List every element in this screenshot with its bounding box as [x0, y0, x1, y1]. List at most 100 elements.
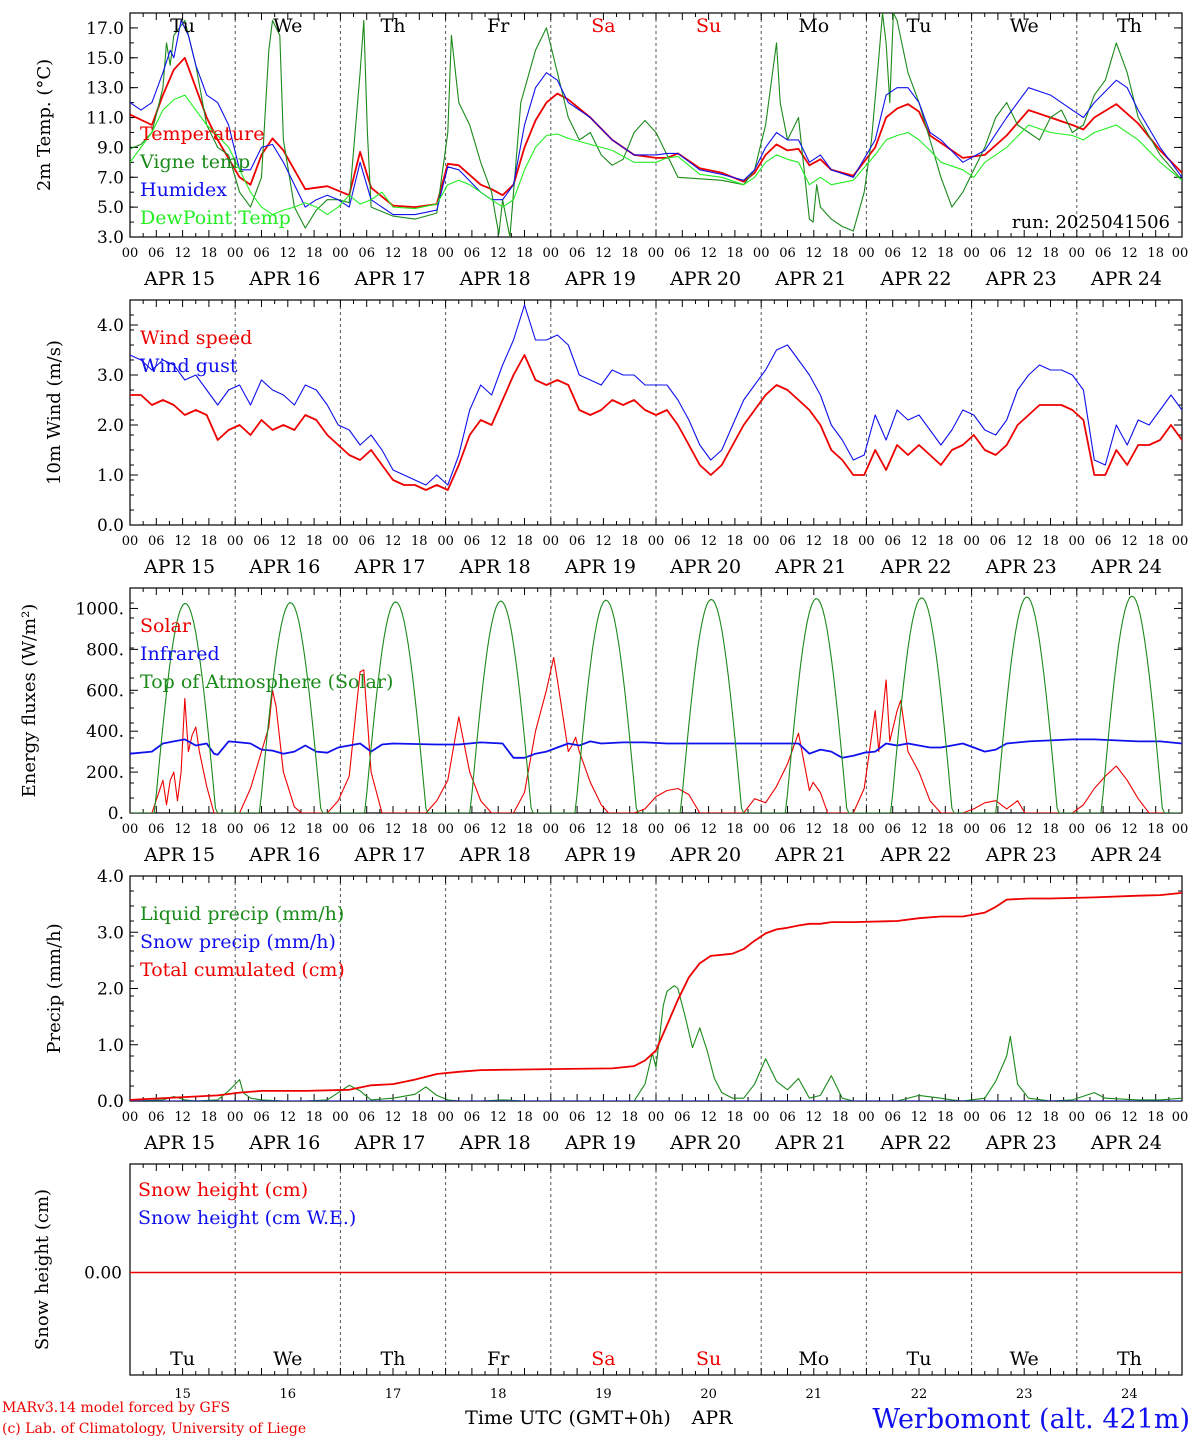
hour-tick-label: 06: [253, 822, 270, 837]
hour-tick-label: 12: [385, 534, 402, 549]
weekday-label: Fr: [487, 15, 510, 37]
hour-tick-label: 12: [280, 1110, 297, 1125]
date-label: APR 22: [879, 268, 951, 290]
series-line-wind-speed: [130, 354, 1182, 491]
hour-tick-label: 00: [437, 246, 454, 261]
date-label: APR 20: [669, 844, 741, 866]
day-number-label: 24: [1121, 1387, 1138, 1402]
hour-tick-label: 18: [306, 534, 323, 549]
y-tick-label: 600.: [86, 681, 124, 701]
hour-tick-label: 00: [1069, 1110, 1086, 1125]
hour-tick-label: 12: [911, 246, 928, 261]
y-tick-label: 3.0: [97, 228, 124, 248]
hour-tick-label: 12: [280, 246, 297, 261]
weekday-label: Su: [696, 1348, 721, 1370]
series-line-top-of-atmosphere-solar: [130, 595, 1182, 813]
day-number-label: 19: [595, 1387, 612, 1402]
hour-tick-label: 00: [122, 534, 139, 549]
day-number-label: 22: [911, 1387, 928, 1402]
hour-tick-label: 06: [990, 822, 1007, 837]
hour-tick-label: 12: [806, 534, 823, 549]
hour-tick-label: 00: [543, 534, 560, 549]
plot-frame: [129, 12, 1183, 238]
date-label: APR 16: [248, 268, 320, 290]
weekday-label: Tu: [170, 1348, 195, 1370]
hour-tick-label: 00: [963, 1110, 980, 1125]
hour-tick-label: 00: [858, 246, 875, 261]
hour-tick-label: 18: [306, 1110, 323, 1125]
hour-tick-label: 00: [227, 1110, 244, 1125]
hour-tick-label: 12: [490, 1110, 507, 1125]
legend-entry: Liquid precip (mm/h): [140, 903, 344, 925]
hour-tick-label: 18: [937, 246, 954, 261]
legend-entry: Snow precip (mm/h): [140, 931, 336, 953]
y-tick-label: 3.0: [97, 923, 124, 943]
hour-tick-label: 06: [779, 246, 796, 261]
date-label: APR 22: [879, 844, 951, 866]
hour-tick-label: 18: [832, 822, 849, 837]
hour-tick-label: 00: [332, 822, 349, 837]
weekday-label: Mo: [798, 1348, 829, 1370]
weekday-label: Tu: [170, 15, 195, 37]
hour-tick-label: 06: [148, 534, 165, 549]
hour-tick-label: 18: [1042, 1110, 1059, 1125]
series-group: [130, 304, 1182, 491]
y-tick-label: 11.0: [86, 109, 124, 129]
hour-tick-label: 00: [753, 246, 770, 261]
legend-entry: Total cumulated (cm): [140, 959, 345, 981]
weekday-label: We: [1010, 1348, 1039, 1370]
run-annotation: run: 2025041506: [1012, 212, 1170, 233]
date-label: APR 17: [353, 844, 425, 866]
date-label: APR 24: [1090, 268, 1162, 290]
hour-tick-label: 06: [1095, 534, 1112, 549]
date-label: APR 18: [459, 556, 531, 578]
hour-tick-label: 12: [595, 534, 612, 549]
day-number-label: 21: [806, 1387, 823, 1402]
day-number-label: 20: [700, 1387, 717, 1402]
hour-tick-label: 06: [884, 1110, 901, 1125]
hour-tick-label: 06: [253, 1110, 270, 1125]
y-tick-label: 800.: [86, 640, 124, 660]
hour-tick-label: 00: [753, 534, 770, 549]
hour-tick-label: 12: [911, 1110, 928, 1125]
hour-tick-label: 18: [832, 534, 849, 549]
date-label: APR 24: [1090, 556, 1162, 578]
date-label: APR 23: [985, 268, 1057, 290]
day-number-label: 17: [385, 1387, 402, 1402]
hour-tick-label: 18: [621, 534, 638, 549]
hour-tick-label: 06: [358, 822, 375, 837]
hour-tick-label: 06: [990, 246, 1007, 261]
series-line-vigne-temp: [130, 13, 1182, 237]
hour-tick-label: 12: [1121, 822, 1138, 837]
date-label: APR 23: [985, 1132, 1057, 1154]
hour-tick-label: 06: [674, 246, 691, 261]
weekday-label: Sa: [591, 15, 615, 37]
hour-tick-label: 06: [464, 822, 481, 837]
hour-tick-label: 06: [358, 534, 375, 549]
hour-tick-label: 06: [1095, 246, 1112, 261]
day-number-label: 16: [280, 1387, 297, 1402]
legend-entry: Solar: [140, 615, 192, 637]
weekday-label: Tu: [907, 1348, 932, 1370]
series-line-wind-gust: [130, 304, 1182, 486]
hour-tick-label: 00: [858, 534, 875, 549]
day-number-label: 15: [174, 1387, 191, 1402]
weekday-label: Tu: [907, 15, 932, 37]
hour-tick-label: 00: [122, 822, 139, 837]
hour-tick-label: 12: [700, 246, 717, 261]
date-label: APR 19: [564, 844, 636, 866]
y-axis-label: Energy fluxes (W/m²): [19, 604, 40, 798]
weekday-label: Th: [1117, 15, 1142, 37]
hour-tick-label: 18: [201, 1110, 218, 1125]
hour-tick-label: 00: [122, 246, 139, 261]
date-label: APR 15: [143, 268, 215, 290]
hour-tick-label: 12: [595, 822, 612, 837]
hour-tick-label: 12: [911, 534, 928, 549]
date-label: APR 16: [248, 1132, 320, 1154]
hour-tick-label: 00: [648, 822, 665, 837]
hour-tick-label: 12: [174, 534, 191, 549]
hour-tick-label: 18: [937, 822, 954, 837]
hour-tick-label: 06: [779, 822, 796, 837]
weekday-label: Sa: [591, 1348, 615, 1370]
y-tick-label: 1.0: [97, 1036, 124, 1056]
